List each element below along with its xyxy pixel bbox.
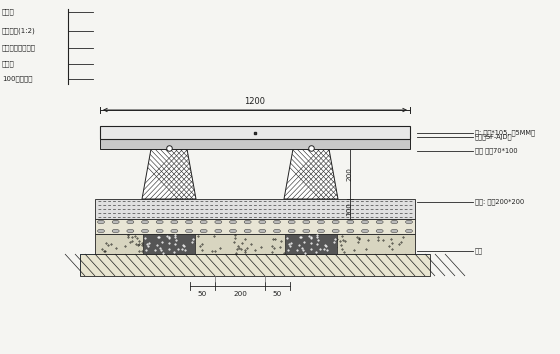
Ellipse shape bbox=[97, 229, 105, 233]
Ellipse shape bbox=[347, 229, 354, 233]
Text: 200: 200 bbox=[233, 291, 247, 297]
Ellipse shape bbox=[127, 229, 134, 233]
Ellipse shape bbox=[259, 229, 266, 233]
Bar bbox=[95, 219, 415, 234]
Text: 基层: 预制200*200: 基层: 预制200*200 bbox=[475, 199, 524, 205]
Ellipse shape bbox=[405, 220, 413, 224]
Bar bbox=[95, 234, 415, 254]
Ellipse shape bbox=[112, 220, 119, 224]
Text: 50: 50 bbox=[198, 291, 207, 297]
Bar bbox=[95, 199, 415, 219]
Ellipse shape bbox=[376, 229, 383, 233]
Ellipse shape bbox=[303, 229, 310, 233]
Ellipse shape bbox=[318, 220, 324, 224]
Ellipse shape bbox=[303, 220, 310, 224]
Text: 防腐板: 防腐板 bbox=[2, 9, 15, 15]
Polygon shape bbox=[80, 254, 430, 276]
Ellipse shape bbox=[362, 229, 368, 233]
Ellipse shape bbox=[230, 229, 236, 233]
Ellipse shape bbox=[391, 220, 398, 224]
Ellipse shape bbox=[215, 229, 222, 233]
Ellipse shape bbox=[185, 229, 193, 233]
Ellipse shape bbox=[405, 229, 413, 233]
Ellipse shape bbox=[347, 220, 354, 224]
Ellipse shape bbox=[376, 220, 383, 224]
Text: 栏板: 栏板 bbox=[475, 248, 483, 254]
Polygon shape bbox=[284, 149, 338, 199]
Ellipse shape bbox=[362, 220, 368, 224]
Text: 80: 80 bbox=[346, 133, 352, 142]
Text: 100厚细石板: 100厚细石板 bbox=[2, 76, 32, 82]
Ellipse shape bbox=[185, 220, 193, 224]
Ellipse shape bbox=[142, 229, 148, 233]
Ellipse shape bbox=[230, 220, 236, 224]
Text: 龙骨 规格70*100: 龙骨 规格70*100 bbox=[475, 148, 517, 154]
Ellipse shape bbox=[332, 220, 339, 224]
Ellipse shape bbox=[142, 220, 148, 224]
Bar bbox=[100, 126, 410, 139]
Ellipse shape bbox=[215, 220, 222, 224]
Text: 土工格: 土工格 bbox=[2, 61, 15, 67]
Ellipse shape bbox=[288, 220, 295, 224]
Polygon shape bbox=[142, 149, 196, 199]
Ellipse shape bbox=[318, 229, 324, 233]
Text: 水泥砂浆(1:2): 水泥砂浆(1:2) bbox=[2, 28, 36, 34]
Ellipse shape bbox=[127, 220, 134, 224]
Ellipse shape bbox=[259, 220, 266, 224]
Ellipse shape bbox=[244, 220, 251, 224]
Ellipse shape bbox=[200, 229, 207, 233]
Ellipse shape bbox=[171, 229, 178, 233]
Bar bbox=[285, 234, 337, 254]
Ellipse shape bbox=[273, 229, 281, 233]
Text: 板: 防腐*105, 宽5MM缝: 板: 防腐*105, 宽5MM缝 bbox=[475, 129, 535, 136]
Ellipse shape bbox=[273, 220, 281, 224]
Ellipse shape bbox=[332, 229, 339, 233]
Text: 防腐木螺栓（铜）: 防腐木螺栓（铜） bbox=[2, 45, 36, 51]
Text: 100: 100 bbox=[346, 202, 352, 216]
Ellipse shape bbox=[391, 229, 398, 233]
Ellipse shape bbox=[244, 229, 251, 233]
Ellipse shape bbox=[200, 220, 207, 224]
Bar bbox=[80, 254, 430, 276]
Ellipse shape bbox=[112, 229, 119, 233]
Bar bbox=[143, 234, 195, 254]
Text: 200: 200 bbox=[346, 167, 352, 181]
Ellipse shape bbox=[97, 220, 105, 224]
Text: 1200: 1200 bbox=[245, 97, 265, 106]
Ellipse shape bbox=[156, 220, 163, 224]
Text: 50: 50 bbox=[273, 291, 282, 297]
Bar bbox=[100, 139, 410, 149]
Ellipse shape bbox=[288, 229, 295, 233]
Ellipse shape bbox=[156, 229, 163, 233]
Text: 横梁（SF-AJD）: 横梁（SF-AJD） bbox=[475, 134, 512, 140]
Ellipse shape bbox=[171, 220, 178, 224]
